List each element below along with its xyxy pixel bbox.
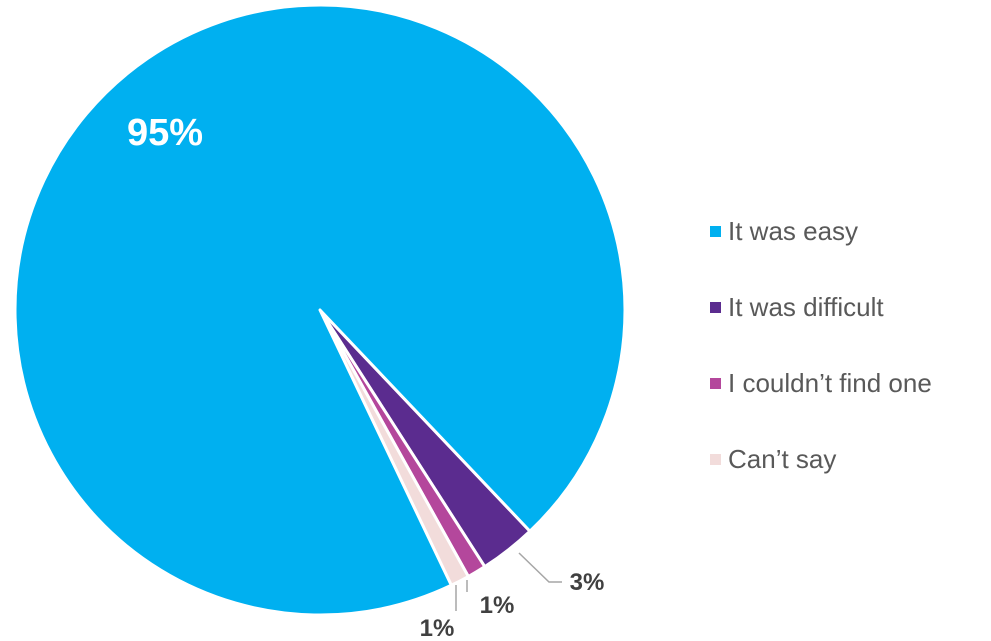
legend-label: It was difficult xyxy=(728,292,884,322)
legend-item-it-was-difficult: It was difficult xyxy=(710,290,932,324)
slice-it-was-easy xyxy=(13,3,627,617)
legend-swatch xyxy=(710,225,721,237)
legend: It was easy It was difficult I couldn’t … xyxy=(710,214,932,518)
pie-slices xyxy=(13,3,627,617)
legend-swatch xyxy=(710,453,721,465)
legend-item-couldnt-find-one: I couldn’t find one xyxy=(710,366,932,400)
legend-label: Can’t say xyxy=(728,444,837,474)
data-label-it-was-difficult: 3% xyxy=(570,569,605,596)
leader-line-it-was-difficult xyxy=(518,552,562,583)
data-label-cant-say: 1% xyxy=(420,615,455,641)
legend-label: It was easy xyxy=(728,216,859,246)
data-label-couldnt-find-one: 1% xyxy=(480,592,515,619)
legend-label: I couldn’t find one xyxy=(728,368,932,398)
legend-item-cant-say: Can’t say xyxy=(710,442,932,476)
data-label-it-was-easy: 95% xyxy=(127,112,203,154)
legend-item-it-was-easy: It was easy xyxy=(710,214,932,248)
legend-swatch xyxy=(710,377,721,389)
legend-swatch xyxy=(710,301,721,313)
data-labels: 95% 3% 1% 1% xyxy=(127,112,604,641)
leader-lines xyxy=(455,552,562,611)
